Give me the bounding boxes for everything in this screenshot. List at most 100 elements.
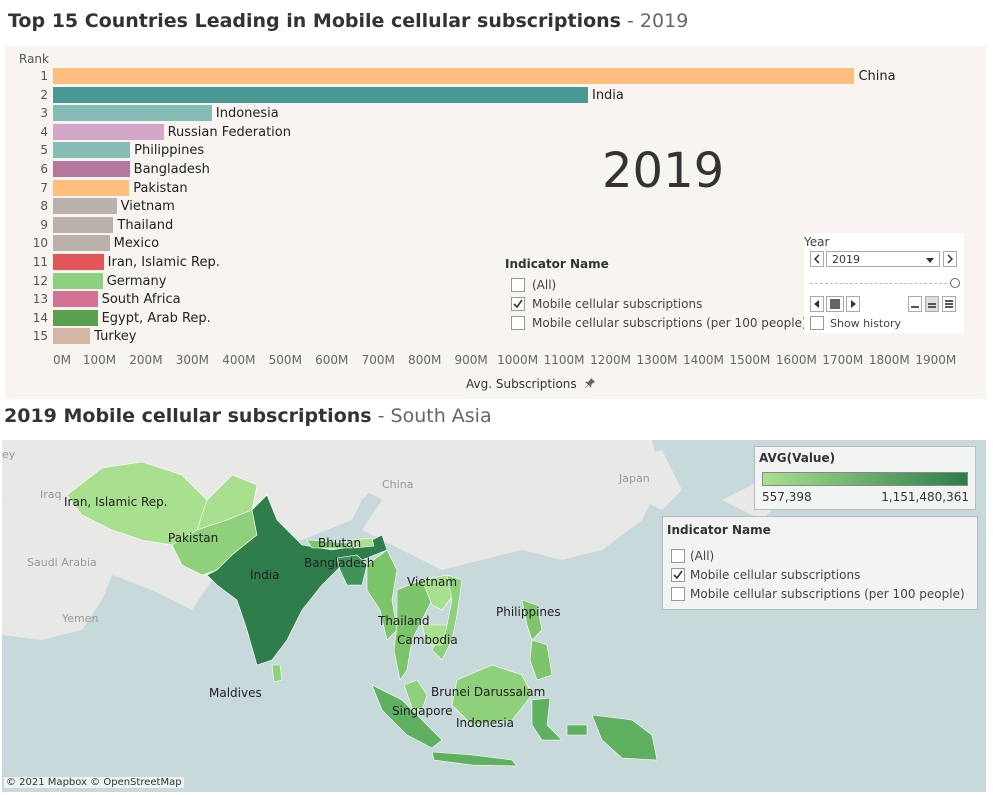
rank-label: 8 [40,199,48,214]
show-history-checkbox[interactable] [810,316,824,330]
map-label-pakistan: Pakistan [168,531,219,545]
philippines-region [521,599,553,681]
map-filter-per100-checkbox[interactable] [671,587,685,601]
map-title: 2019 Mobile cellular subscriptions - Sou… [4,405,492,427]
x-tick-label: 1700M [822,353,864,367]
map-filter-mobile-checkbox[interactable] [671,568,685,582]
bar-label: China [858,69,896,84]
bar[interactable] [53,309,98,326]
map-label-philippines: Philippines [496,605,561,619]
bar[interactable] [53,142,131,159]
map-label-saudi-arabia: Saudi Arabia [27,556,97,569]
year-next-button[interactable] [943,251,957,267]
filter-all-checkbox[interactable] [511,278,525,292]
filter-all-label[interactable]: (All) [532,278,557,292]
pin-icon[interactable] [584,377,596,392]
bar[interactable] [53,179,130,196]
chevron-right-icon [947,254,954,264]
bar[interactable] [53,86,588,103]
rank-label: 9 [40,217,48,232]
x-axis-title: Avg. Subscriptions [466,377,596,392]
map-label-vietnam: Vietnam [407,575,458,589]
play-back-button[interactable] [810,296,824,312]
year-select[interactable]: 2019 [826,251,940,267]
bar-label: Indonesia [215,106,279,122]
bar[interactable] [53,68,855,84]
filter-mobile-label[interactable]: Mobile cellular subscriptions [532,297,703,311]
bar[interactable] [53,198,117,215]
rank-label: 14 [32,310,48,325]
speed-slow-button[interactable] [908,296,922,312]
bar[interactable] [53,161,130,177]
map-filter-all-checkbox[interactable] [671,549,685,563]
checkmark-icon [673,570,683,580]
rank-header: Rank [19,52,49,66]
x-tick-label: 1800M [868,353,910,367]
map-filter-per100-label[interactable]: Mobile cellular subscriptions (per 100 p… [690,587,965,601]
rank-label: 11 [32,255,48,269]
x-tick-label: 1200M [590,353,631,367]
map-label-indonesia: Indonesia [456,716,515,730]
filter-per100-checkbox[interactable] [511,316,525,330]
x-tick-label: 1500M [729,353,771,367]
indonesia-region [371,684,443,749]
bar-label: Pakistan [133,180,188,196]
indicator-filter-title: Indicator Name [505,257,609,271]
map-filter-title: Indicator Name [667,523,771,537]
year-select-value: 2019 [832,253,860,266]
playback-controls [810,296,862,312]
bar[interactable] [53,216,114,233]
bar[interactable] [53,291,98,308]
play-forward-button[interactable] [846,296,860,312]
year-control-title: Year [804,235,830,249]
bar-label: Thailand [117,217,174,233]
x-tick-label: 600M [315,353,349,367]
year-slider-handle[interactable] [950,278,960,288]
map-filter-all-label[interactable]: (All) [690,549,715,563]
x-tick-label: 1400M [683,353,724,367]
dropdown-arrow-icon [926,258,934,263]
bar[interactable] [53,235,110,252]
color-legend: AVG(Value) 557,398 1,151,480,361 [754,446,976,510]
x-tick-label: 400M [222,353,256,367]
bar-label: Turkey [94,329,137,345]
rank-label: 1 [40,69,48,83]
big-year-label: 2019 [602,143,725,199]
bar[interactable] [53,105,212,122]
speed-medium-button[interactable] [925,296,939,312]
rank-label: 7 [40,180,48,195]
map-label-bangladesh: Bangladesh [304,556,375,570]
bar[interactable] [53,123,164,140]
filter-per100-label[interactable]: Mobile cellular subscriptions (per 100 p… [532,316,807,330]
x-tick-label: 1300M [636,353,678,367]
play-forward-icon [851,300,856,308]
bangladesh-region [336,554,368,586]
map-filter-mobile-label[interactable]: Mobile cellular subscriptions [690,568,861,582]
stop-button[interactable] [826,296,844,312]
color-legend-min: 557,398 [762,490,812,504]
x-tick-label: 1600M [775,353,817,367]
choropleth-map[interactable]: ey Iraq Saudi Arabia Yemen China Japan I… [2,440,986,792]
play-back-icon [814,300,819,308]
year-slider[interactable] [810,278,960,288]
bar[interactable] [53,328,91,345]
year-prev-button[interactable] [810,251,824,267]
map-indicator-filter: Indicator Name (All) Mobile cellular sub… [662,516,978,610]
bar-label: Egypt, Arab Rep. [101,310,211,326]
speed-fast-button[interactable] [942,296,956,312]
bar[interactable] [53,272,103,289]
map-label-cambodia: Cambodia [397,633,458,647]
x-axis-title-text: Avg. Subscriptions [466,377,577,391]
map-label-maldives: Maldives [209,686,262,700]
map-label-yemen: Yemen [62,612,99,625]
show-history-label[interactable]: Show history [830,317,902,330]
year-control: Year 2019 Show history [804,233,964,333]
speed-controls [908,296,960,312]
bar-label: India [591,87,624,103]
filter-mobile-checkbox[interactable] [511,297,525,311]
x-tick-label: 1000M [497,353,539,367]
color-legend-max: 1,151,480,361 [881,490,969,504]
color-legend-title: AVG(Value) [759,451,836,465]
chevron-left-icon [813,254,820,264]
bar[interactable] [53,254,104,270]
